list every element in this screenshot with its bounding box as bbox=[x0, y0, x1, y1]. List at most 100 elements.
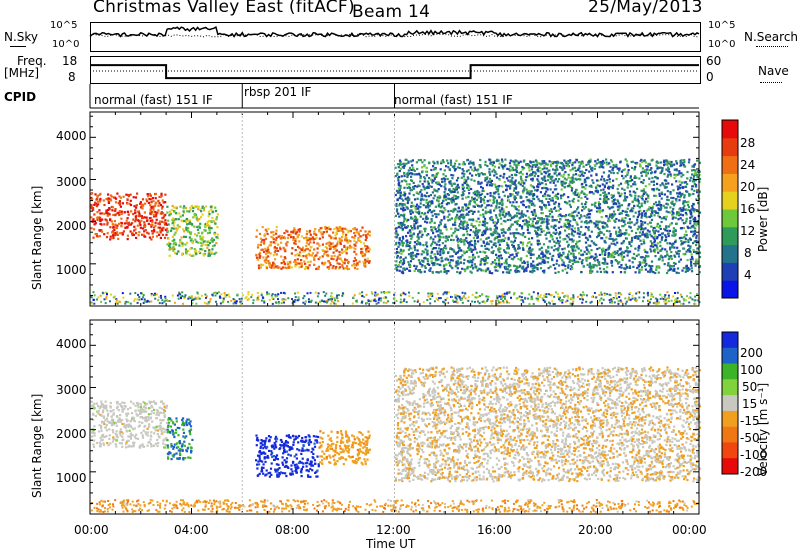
power-cell bbox=[263, 242, 266, 245]
power-cell bbox=[608, 219, 611, 222]
power-cell bbox=[538, 242, 541, 245]
power-cell bbox=[489, 199, 492, 202]
power-cell bbox=[402, 199, 405, 202]
power-cell bbox=[275, 229, 278, 232]
power-cell bbox=[527, 216, 530, 219]
power-cell bbox=[174, 218, 177, 221]
power-cell bbox=[516, 266, 519, 269]
power-cell bbox=[338, 253, 341, 256]
power-cell bbox=[634, 175, 637, 178]
power-cell bbox=[690, 267, 693, 270]
power-cell bbox=[215, 218, 218, 221]
power-cell bbox=[317, 258, 320, 261]
power-cell bbox=[549, 177, 552, 181]
power-cell bbox=[594, 256, 597, 259]
power-cell bbox=[658, 258, 661, 261]
power-cell bbox=[162, 226, 165, 229]
power-cell bbox=[634, 247, 637, 250]
power-cell bbox=[290, 230, 293, 233]
power-cell bbox=[173, 241, 176, 244]
power-cell bbox=[101, 218, 104, 221]
power-cell bbox=[671, 183, 674, 186]
power-cell bbox=[653, 230, 656, 233]
power-cell bbox=[468, 218, 471, 221]
power-cell bbox=[497, 166, 501, 169]
power-cell bbox=[154, 210, 157, 214]
power-cell bbox=[476, 269, 479, 272]
power-cell bbox=[481, 233, 485, 236]
power-cell bbox=[183, 235, 186, 238]
power-cell bbox=[439, 270, 443, 273]
power-cell bbox=[402, 241, 405, 245]
power-cell bbox=[431, 191, 434, 194]
power-cell bbox=[131, 222, 134, 225]
power-cell bbox=[342, 267, 345, 270]
power-cell bbox=[596, 270, 599, 273]
power-cell bbox=[439, 253, 442, 256]
power-cell bbox=[477, 217, 480, 220]
power-cell bbox=[533, 193, 536, 197]
nsearch-label: N.Search bbox=[744, 30, 799, 44]
power-cell bbox=[480, 262, 483, 265]
power-cell bbox=[497, 239, 500, 242]
power-cell bbox=[657, 230, 660, 233]
power-cell bbox=[633, 204, 636, 207]
power-cell bbox=[159, 220, 162, 223]
power-cell bbox=[413, 173, 416, 176]
power-cell bbox=[395, 210, 399, 213]
power-cell bbox=[335, 226, 338, 229]
power-cell bbox=[614, 213, 617, 216]
power-cell bbox=[215, 242, 218, 245]
power-cell bbox=[587, 221, 591, 224]
power-cell bbox=[612, 210, 616, 213]
power-cell bbox=[515, 268, 518, 271]
power-cell bbox=[596, 206, 599, 209]
power-cell bbox=[139, 201, 142, 204]
power-cell bbox=[644, 185, 647, 188]
power-cell bbox=[671, 210, 674, 213]
power-cell bbox=[414, 205, 418, 208]
power-cell bbox=[451, 267, 454, 270]
power-cell bbox=[631, 166, 634, 169]
power-cell bbox=[673, 176, 676, 180]
power-cell bbox=[437, 188, 440, 191]
power-cell bbox=[584, 226, 587, 229]
power-cell bbox=[147, 195, 150, 198]
power-cell bbox=[623, 195, 627, 198]
power-cell bbox=[480, 205, 483, 208]
power-cell bbox=[597, 207, 600, 210]
power-cell bbox=[525, 188, 528, 191]
power-cell bbox=[611, 186, 614, 190]
power-cell bbox=[629, 210, 632, 213]
power-cell bbox=[547, 267, 550, 270]
xtick-3: 12:00 bbox=[376, 523, 411, 537]
power-cell bbox=[148, 236, 151, 239]
power-cell bbox=[155, 235, 159, 238]
power-cell bbox=[620, 264, 623, 267]
power-cell bbox=[517, 232, 520, 235]
power-cell bbox=[181, 214, 184, 217]
power-cell bbox=[398, 223, 401, 226]
power-cell bbox=[693, 219, 697, 222]
power-cell bbox=[292, 237, 295, 240]
power-cell bbox=[565, 234, 568, 237]
power-cell bbox=[650, 250, 653, 253]
power-cell bbox=[260, 263, 263, 266]
power-cell bbox=[200, 244, 203, 247]
power-cell bbox=[581, 160, 584, 163]
power-cell bbox=[397, 177, 400, 180]
power-cell bbox=[495, 201, 499, 204]
power-cell bbox=[352, 227, 355, 231]
power-cell bbox=[683, 181, 686, 184]
power-cell bbox=[330, 257, 333, 260]
power-cell bbox=[287, 263, 290, 266]
power-cell bbox=[283, 248, 286, 251]
power-cell bbox=[334, 267, 337, 270]
power-cell bbox=[489, 181, 492, 184]
power-cell bbox=[662, 183, 665, 186]
power-cell bbox=[480, 181, 483, 184]
power-cell bbox=[605, 163, 608, 166]
power-cell bbox=[492, 198, 495, 202]
power-cell bbox=[542, 195, 545, 198]
power-cell bbox=[164, 201, 167, 204]
